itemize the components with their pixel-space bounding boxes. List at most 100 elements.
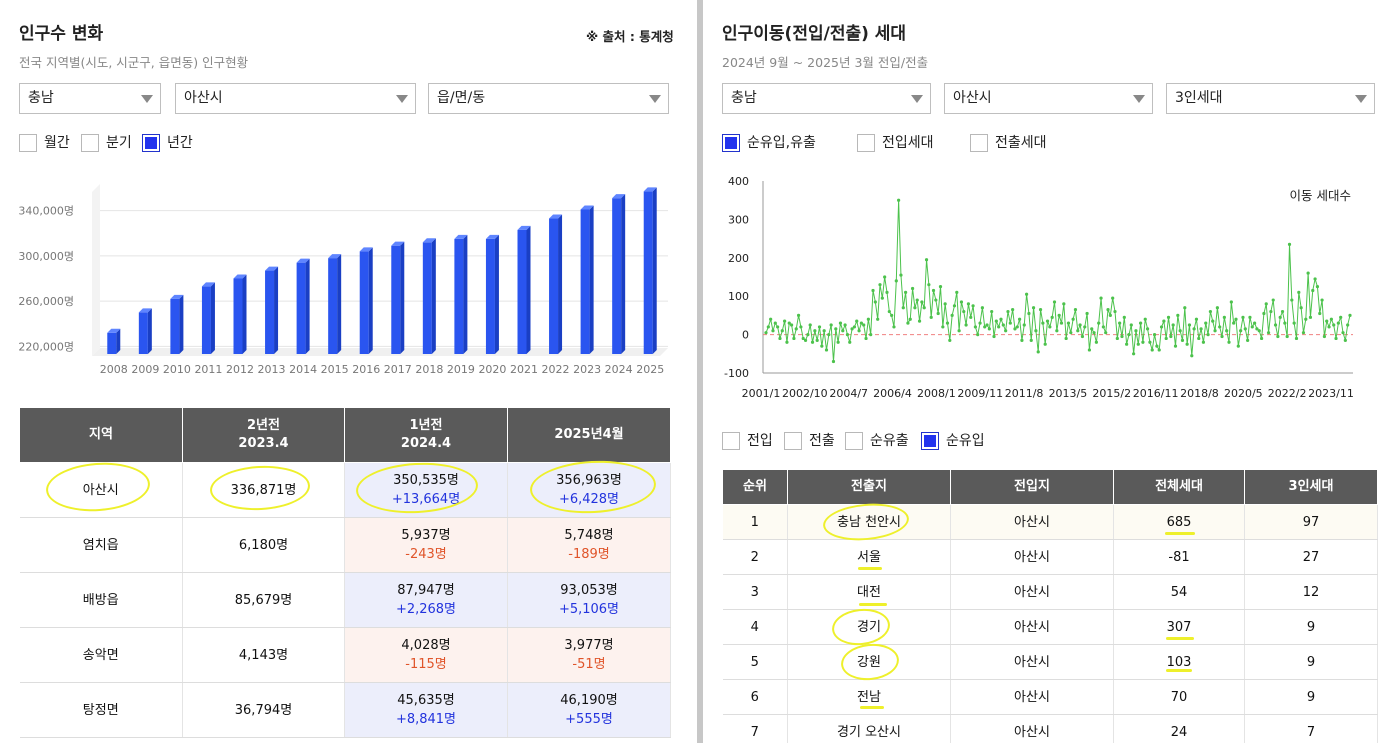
data-point[interactable] — [1262, 311, 1266, 316]
data-point[interactable] — [841, 329, 845, 333]
table-row[interactable]: 배방읍 85,679명 87,947명 +2,268명 93,053명 +5,106명 — [19, 572, 671, 628]
data-point[interactable] — [1076, 329, 1080, 333]
data-point[interactable] — [843, 323, 847, 327]
data-point[interactable] — [1101, 325, 1105, 329]
data-point[interactable] — [1269, 309, 1273, 314]
data-point[interactable] — [1206, 333, 1210, 337]
data-point[interactable] — [827, 333, 831, 337]
table-row[interactable]: 3 대전 아산시 54 12 — [722, 574, 1378, 610]
data-point[interactable] — [1227, 340, 1231, 344]
data-point[interactable] — [897, 198, 901, 202]
data-point[interactable] — [778, 336, 782, 341]
data-point[interactable] — [904, 290, 908, 294]
data-point[interactable] — [957, 329, 961, 333]
net-inflow-checkbox[interactable]: 순유입 — [921, 431, 985, 451]
data-point[interactable] — [792, 336, 796, 341]
data-point[interactable] — [1138, 321, 1143, 325]
table-row[interactable]: 송악면 4,143명 4,028명 -115명 3,977명 -51명 — [19, 627, 671, 683]
data-point[interactable] — [915, 298, 919, 302]
data-point[interactable] — [887, 309, 891, 314]
bar[interactable] — [201, 282, 215, 354]
data-point[interactable] — [1241, 315, 1245, 319]
data-point[interactable] — [1234, 317, 1238, 321]
table-row[interactable]: 7 경기 오산시 아산시 24 7 — [722, 714, 1378, 743]
data-point[interactable] — [931, 288, 936, 293]
data-point[interactable] — [1092, 331, 1096, 335]
data-point[interactable] — [1043, 342, 1047, 346]
data-point[interactable] — [1071, 317, 1075, 321]
data-point[interactable] — [971, 304, 975, 308]
city-select[interactable]: 아산시 — [175, 83, 416, 114]
data-point[interactable] — [908, 317, 912, 321]
data-point[interactable] — [1085, 311, 1089, 316]
data-point[interactable] — [1304, 317, 1308, 321]
data-point[interactable] — [1225, 329, 1229, 333]
data-point[interactable] — [848, 340, 852, 344]
data-point[interactable] — [892, 325, 896, 329]
data-point[interactable] — [929, 315, 933, 319]
data-point[interactable] — [1159, 325, 1164, 329]
data-point[interactable] — [1308, 315, 1313, 319]
table-row[interactable]: 탕정면 36,794명 45,635명 +8,841명 46,190명 +555명 — [19, 682, 671, 738]
data-point[interactable] — [1001, 323, 1005, 327]
data-point[interactable] — [1339, 315, 1343, 319]
data-point[interactable] — [824, 348, 829, 352]
data-point[interactable] — [1327, 325, 1331, 329]
data-point[interactable] — [880, 296, 884, 300]
table-row[interactable]: 염치읍 6,180명 5,937명 -243명 5,748명 -189명 — [19, 517, 671, 573]
data-point[interactable] — [1222, 315, 1226, 319]
data-point[interactable] — [980, 306, 984, 310]
data-point[interactable] — [1239, 329, 1243, 333]
data-point[interactable] — [1129, 323, 1133, 327]
bar[interactable] — [580, 205, 594, 354]
data-point[interactable] — [959, 300, 964, 304]
data-point[interactable] — [938, 285, 943, 289]
data-point[interactable] — [1015, 325, 1019, 329]
data-point[interactable] — [1018, 317, 1022, 321]
data-point[interactable] — [917, 319, 922, 323]
data-point[interactable] — [1150, 348, 1154, 352]
data-point[interactable] — [789, 323, 794, 327]
data-point[interactable] — [1218, 325, 1222, 329]
province-select[interactable]: 충남 — [19, 83, 161, 114]
data-point[interactable] — [859, 321, 863, 325]
data-point[interactable] — [1083, 325, 1087, 329]
data-point[interactable] — [1031, 306, 1036, 310]
data-point[interactable] — [1246, 338, 1250, 342]
data-point[interactable] — [836, 340, 840, 344]
data-point[interactable] — [866, 317, 870, 321]
data-point[interactable] — [955, 290, 959, 294]
data-point[interactable] — [806, 333, 810, 337]
data-point[interactable] — [1148, 340, 1152, 344]
data-point[interactable] — [1011, 308, 1015, 312]
data-point[interactable] — [1166, 315, 1171, 319]
table-row[interactable]: 아산시 336,871명 350,535명 +13,664명 356,963명 +6,42… — [19, 462, 671, 518]
data-point[interactable] — [1336, 321, 1340, 325]
bar[interactable] — [485, 234, 499, 354]
data-point[interactable] — [878, 283, 882, 287]
data-point[interactable] — [1034, 329, 1038, 333]
data-point[interactable] — [1055, 329, 1059, 333]
data-point[interactable] — [890, 313, 894, 317]
data-point[interactable] — [913, 306, 917, 310]
data-point[interactable] — [780, 329, 784, 333]
data-point[interactable] — [927, 283, 931, 287]
data-point[interactable] — [1155, 344, 1159, 348]
data-point[interactable] — [962, 309, 966, 314]
net-migration-checkbox[interactable]: 순유입,유출 — [722, 133, 816, 153]
data-point[interactable] — [876, 317, 880, 321]
data-point[interactable] — [1048, 325, 1052, 329]
data-point[interactable] — [1292, 321, 1296, 325]
data-point[interactable] — [969, 315, 973, 319]
data-point[interactable] — [1094, 340, 1098, 344]
data-point[interactable] — [910, 286, 915, 291]
data-point[interactable] — [1113, 309, 1117, 314]
table-row[interactable]: 2 서울 아산시 -81 27 — [722, 539, 1378, 575]
data-point[interactable] — [796, 313, 801, 317]
data-point[interactable] — [1183, 306, 1187, 310]
net-outflow-checkbox[interactable]: 순유출 — [845, 431, 909, 451]
data-point[interactable] — [1259, 336, 1264, 341]
data-point[interactable] — [1178, 329, 1182, 333]
data-point[interactable] — [1311, 288, 1315, 293]
data-point[interactable] — [943, 302, 947, 306]
